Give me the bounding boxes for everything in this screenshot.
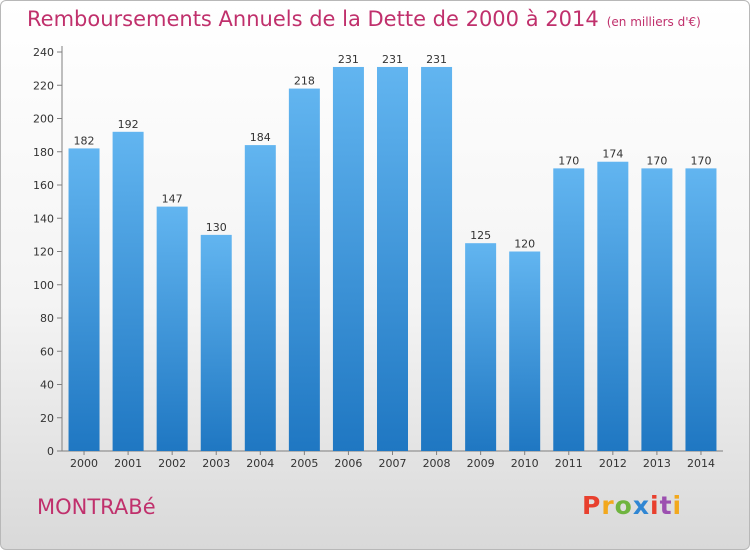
y-tick-label: 200 [33,113,54,126]
title-text: Remboursements Annuels de la Dette de 20… [27,7,599,31]
x-tick-label: 2003 [202,457,230,470]
data-label: 184 [250,131,271,144]
x-tick-label: 2002 [158,457,186,470]
bar-2000 [68,148,100,452]
x-tick-label: 2014 [687,457,715,470]
bar-2001 [112,131,144,452]
x-tick-label: 2010 [511,457,539,470]
y-tick-label: 180 [33,146,54,159]
y-tick-label: 0 [47,445,54,458]
y-tick-label: 220 [33,79,54,92]
data-label: 120 [514,238,535,251]
bar-2006 [332,66,364,452]
data-label: 218 [294,75,315,88]
logo-letter: i [672,491,683,520]
data-label: 170 [558,154,579,167]
bar-2003 [200,234,232,451]
y-tick-label: 160 [33,179,54,192]
proxiti-logo[interactable]: Proxiti [582,491,682,520]
bar-2009 [465,243,497,451]
logo-letter: i [650,491,660,520]
data-label: 231 [338,53,359,66]
x-tick-label: 2006 [334,457,362,470]
axes: 0 20 40 60 80 100 120 140 160 180 200 220 240 2000 200… [33,46,723,470]
unit-label: (en milliers d'€) [606,15,701,29]
x-tick-label: 2001 [114,457,142,470]
y-tick-label: 40 [40,379,54,392]
data-label: 170 [646,154,667,167]
y-tick-label: 60 [40,345,54,358]
data-label: 170 [690,154,711,167]
bar-2004 [244,145,276,451]
data-label: 125 [470,229,491,242]
bar-2008 [421,66,453,452]
bar-2007 [377,66,408,452]
logo-letter: r [601,491,615,520]
bar-2012 [597,161,629,451]
logo-letter: t [659,491,673,520]
y-tick-label: 120 [33,246,54,259]
y-tick-label: 20 [40,412,54,425]
logo-letter: P [582,491,602,520]
bars: 182 192 147 130 184 218 231 231 231 125 120 170 174 1… [68,53,717,452]
data-label: 231 [426,53,447,66]
data-label: 174 [602,148,623,161]
x-tick-label: 2004 [246,457,274,470]
x-tick-label: 2013 [643,457,671,470]
y-tick-label: 100 [33,279,54,292]
data-label: 130 [206,221,227,234]
y-tick-label: 80 [40,312,54,325]
y-tick-label: 240 [33,46,54,59]
data-label: 231 [382,53,403,66]
data-label: 192 [118,118,139,131]
data-label: 147 [162,193,183,206]
x-tick-label: 2009 [467,457,495,470]
x-tick-label: 2007 [379,457,407,470]
bar-2005 [288,88,320,451]
bar-2013 [641,168,673,451]
x-tick-label: 2000 [70,457,98,470]
logo-letter: o [614,491,633,520]
chart-title: Remboursements Annuels de la Dette de 20… [27,7,701,31]
y-tick-label: 140 [33,212,54,225]
x-tick-label: 2012 [599,457,627,470]
bar-2011 [553,168,585,451]
x-tick-label: 2011 [555,457,583,470]
data-label: 182 [74,134,95,147]
bar-2010 [509,251,541,451]
x-tick-label: 2008 [423,457,451,470]
x-tick-label: 2005 [290,457,318,470]
commune-name: MONTRABé [37,495,156,519]
bar-2002 [156,206,188,451]
bar-2014 [685,168,717,451]
logo-letter: x [632,491,650,520]
